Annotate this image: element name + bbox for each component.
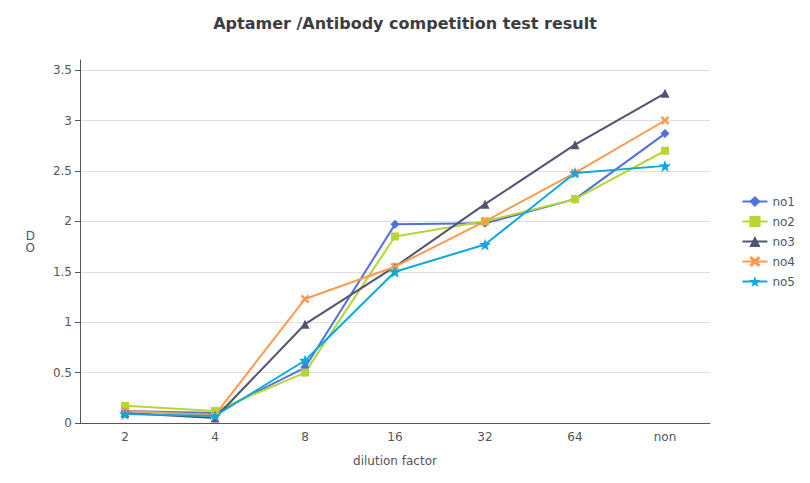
svg-text:2.5: 2.5 [53,164,72,178]
svg-text:3: 3 [64,114,72,128]
svg-text:no3: no3 [772,235,795,249]
svg-text:no5: no5 [772,275,795,289]
svg-text:1: 1 [64,315,72,329]
svg-text:32: 32 [477,430,492,444]
svg-text:4: 4 [211,430,219,444]
svg-text:non: non [654,430,677,444]
svg-text:2: 2 [121,430,129,444]
svg-text:3.5: 3.5 [53,63,72,77]
svg-text:Aptamer /Antibody competition: Aptamer /Antibody competition test resul… [213,14,597,33]
svg-text:16: 16 [387,430,402,444]
svg-text:8: 8 [301,430,309,444]
svg-text:2: 2 [64,214,72,228]
svg-text:D: D [25,228,35,243]
svg-text:64: 64 [567,430,582,444]
svg-text:1.5: 1.5 [53,265,72,279]
svg-text:0.5: 0.5 [53,366,72,380]
svg-text:no2: no2 [772,215,795,229]
svg-text:0: 0 [64,416,72,430]
svg-text:no1: no1 [772,195,795,209]
svg-text:O: O [26,241,35,255]
svg-text:dilution factor: dilution factor [353,454,437,468]
svg-text:no4: no4 [772,255,795,269]
